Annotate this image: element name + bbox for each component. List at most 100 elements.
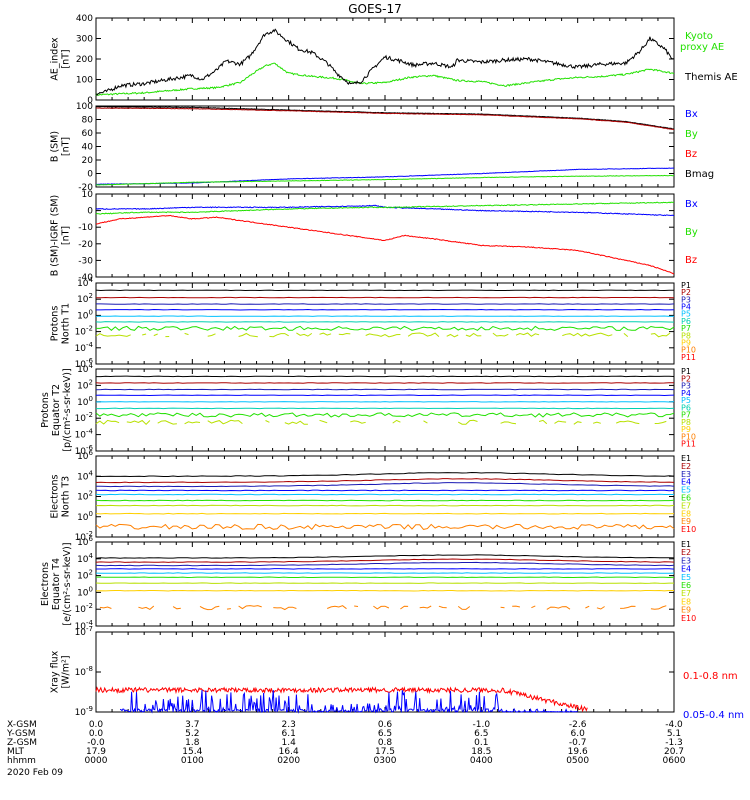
series-xray-short (119, 689, 578, 714)
series-p8 (423, 420, 428, 424)
y-tick-label: 104 (77, 276, 93, 289)
channel-label-p10: P10 (681, 432, 696, 441)
series-p8 (338, 332, 351, 336)
channel-label-p2: P2 (681, 374, 691, 383)
y-tick-label: 10-6 (75, 444, 94, 457)
channel-label-p3: P3 (681, 382, 691, 391)
ephemeris-value: -1.0 (473, 720, 491, 730)
ephemeris-value: 6.0 (571, 729, 586, 739)
series-p2 (95, 382, 674, 384)
y-axis-label: B (SM) (50, 131, 61, 162)
channel-label-e10: E10 (681, 614, 696, 623)
series-e2 (95, 478, 675, 484)
y-tick-label: 40 (82, 143, 94, 153)
series-p8 (573, 421, 582, 425)
series-p8 (126, 419, 151, 426)
channel-label-p4: P4 (681, 303, 691, 312)
y-tick-label: 20 (82, 156, 94, 166)
plot-title: GOES-17 (348, 2, 402, 16)
channel-label-p11: P11 (681, 353, 696, 362)
series-p8 (500, 421, 517, 425)
y-tick-label: 80 (82, 116, 94, 126)
series-p8 (157, 420, 177, 425)
channel-label-e10: E10 (681, 525, 696, 534)
y-axis-label: Electrons (50, 474, 61, 518)
series-e4 (96, 568, 675, 570)
ephemeris-value: -0.0 (87, 738, 105, 748)
series-p8 (95, 333, 131, 337)
panel-frame-p1 (95, 282, 675, 365)
series-p8 (207, 333, 216, 337)
series-e9 (512, 605, 521, 608)
series-p8 (142, 333, 147, 336)
ephemeris-value: 20.7 (664, 747, 684, 757)
y-tick-label: 102 (77, 569, 93, 582)
series-e8 (95, 589, 674, 592)
y-axis-label: Protons (50, 306, 61, 342)
panel-frame-ae (95, 17, 675, 101)
series-p3 (96, 303, 675, 305)
ephemeris-value: 0400 (470, 756, 493, 766)
legend-kyoto: Kyoto (685, 31, 713, 42)
ephemeris-label-y-gsm: Y-GSM (6, 729, 35, 739)
series-e9 (400, 605, 409, 610)
series-p8 (153, 333, 158, 337)
series-p8 (284, 420, 308, 425)
y-axis-label: Protons (40, 392, 51, 428)
series-p8 (538, 419, 548, 425)
series-p8 (319, 419, 328, 424)
series-e9 (99, 606, 112, 609)
series-p8 (407, 332, 440, 337)
y-axis-label: AE_index (50, 37, 61, 81)
series-p8 (492, 332, 509, 337)
y-axis-label: [nT] (61, 49, 72, 68)
ephemeris-label-x-gsm: X-GSM (7, 720, 37, 730)
series-e5 (95, 493, 674, 496)
ephemeris-value: -1.3 (665, 738, 683, 748)
ephemeris-value: 0100 (181, 756, 204, 766)
series-p8 (350, 420, 366, 424)
channel-label-p9: P9 (681, 425, 691, 434)
series-p4 (95, 394, 675, 397)
ephemeris-value: 1.8 (185, 738, 200, 748)
channel-label-e3: E3 (681, 470, 691, 479)
y-tick-label: 100 (76, 76, 93, 86)
series-p8 (296, 332, 313, 337)
channel-label-e8: E8 (681, 509, 691, 518)
channel-label-p4: P4 (681, 389, 691, 398)
y-axis-label: Xray flux (50, 650, 61, 693)
series-xray-long (95, 686, 588, 713)
y-axis-label: [W/m²] (61, 655, 72, 688)
channel-label-e5: E5 (681, 573, 691, 582)
y-tick-label: 100 (76, 102, 93, 112)
ephemeris-value: 0600 (663, 756, 686, 766)
ephemeris-value: 0.8 (378, 738, 393, 748)
ephemeris-value: 5.1 (667, 729, 681, 739)
ephemeris-value: 2.3 (282, 720, 296, 730)
series-p8 (465, 332, 482, 337)
series-e5 (95, 572, 675, 574)
channel-label-p11: P11 (681, 440, 696, 449)
ephemeris-value: 0300 (374, 756, 397, 766)
series-e6 (95, 499, 675, 502)
channel-label-e4: E4 (681, 478, 691, 487)
series-e3 (95, 561, 675, 567)
ephemeris-value: 0.0 (89, 729, 104, 739)
y-axis-label: B (SM)-IGRF (SM) (50, 195, 61, 277)
ephemeris-value: 1.4 (282, 738, 297, 748)
panel-frame-e2 (95, 541, 675, 627)
ephemeris-value: 0.1 (474, 738, 488, 748)
ephemeris-value: -4.0 (665, 720, 683, 730)
y-tick-label: -20 (78, 240, 93, 250)
series-e9 (238, 605, 262, 610)
series-by (95, 201, 675, 215)
y-tick-label: -10 (78, 223, 93, 233)
panel-frame-p2 (95, 368, 675, 452)
legend-bz: Bz (685, 255, 697, 266)
ephemeris-value: 6.1 (282, 729, 296, 739)
y-tick-label: 10-7 (75, 625, 93, 638)
legend-by: By (685, 129, 698, 140)
series-p8 (238, 332, 258, 338)
channel-label-e8: E8 (681, 597, 691, 606)
y-tick-label: 104 (77, 469, 93, 482)
